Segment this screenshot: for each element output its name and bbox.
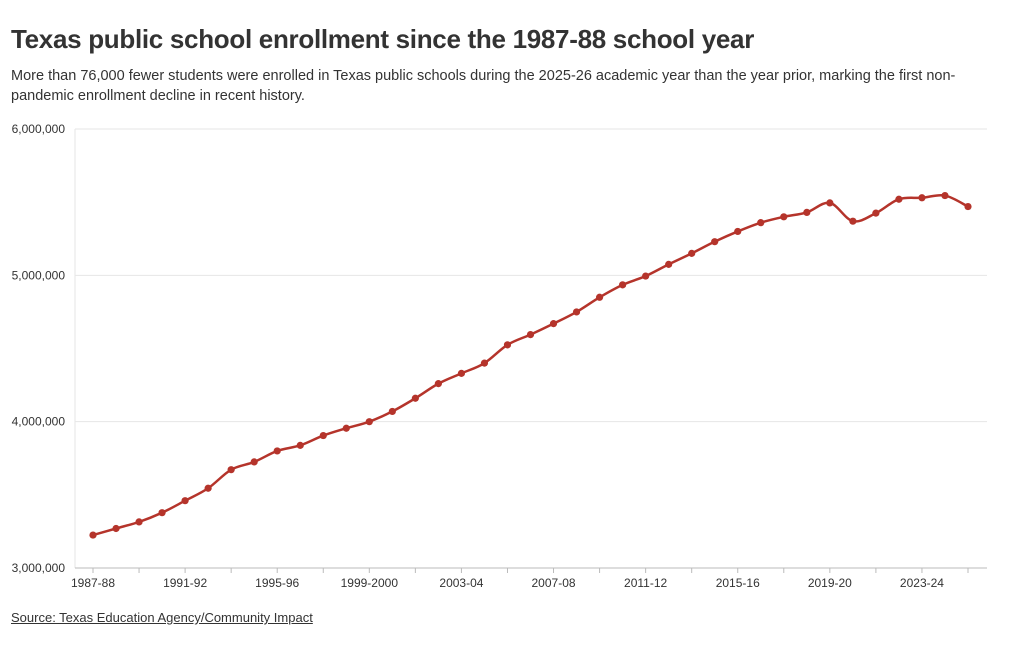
data-point [135,518,143,526]
data-point [665,260,673,268]
enrollment-series-line [92,193,969,537]
x-tick-label: 2015-16 [716,576,760,590]
data-point [89,531,97,539]
chart-subtitle: More than 76,000 fewer students were enr… [11,68,956,104]
data-point [734,227,742,236]
data-point [619,281,627,289]
data-point [918,194,926,202]
x-tick-label: 1999-2000 [341,576,399,590]
data-point [273,447,281,455]
data-point [849,217,857,225]
data-point [250,458,258,466]
data-point [595,293,604,301]
data-point [503,341,512,349]
enrollment-line-chart: 3,000,000 4,000,000 5,000,000 6,000,000 1987… [12,122,987,590]
x-tick-label: 2011-12 [624,576,667,590]
data-point [688,249,696,257]
data-point [964,202,972,211]
chart-title: Texas public school enrollment since the… [11,24,755,54]
data-point [227,466,235,474]
data-point [296,441,304,449]
data-point [826,199,834,207]
data-point [803,208,811,217]
data-point [780,213,788,221]
data-point [411,394,419,402]
data-point [112,524,120,533]
x-tick-label: 2019-20 [808,576,852,590]
data-point [319,431,327,440]
data-point [711,238,719,246]
data-point [572,308,581,316]
data-point [941,191,949,200]
x-tick-label: 2007-08 [532,576,576,590]
data-point [757,219,765,227]
data-point [642,272,650,280]
x-tick-label: 1991-92 [163,576,207,590]
data-point [457,369,466,377]
x-tick-label: 2003-04 [439,576,483,590]
x-tick-label: 1995-96 [255,576,299,590]
source-link[interactable]: Source: Texas Education Agency/Community… [11,610,313,625]
x-tick-label: 1987-88 [71,576,115,590]
data-point [895,195,903,203]
data-point [526,330,535,339]
data-point [480,359,489,367]
data-point [549,320,558,328]
data-point [872,209,880,217]
x-tick-label: 2023-24 [900,576,944,590]
y-tick-label: 6,000,000 [12,122,66,136]
y-tick-label: 4,000,000 [12,415,66,429]
data-point [434,380,442,388]
data-point [365,418,373,426]
data-point [342,424,350,432]
data-point [204,484,212,492]
data-point [158,509,166,517]
y-tick-label: 3,000,000 [12,561,66,575]
data-point [388,407,396,416]
y-tick-label: 5,000,000 [12,268,66,282]
data-point [181,497,189,505]
